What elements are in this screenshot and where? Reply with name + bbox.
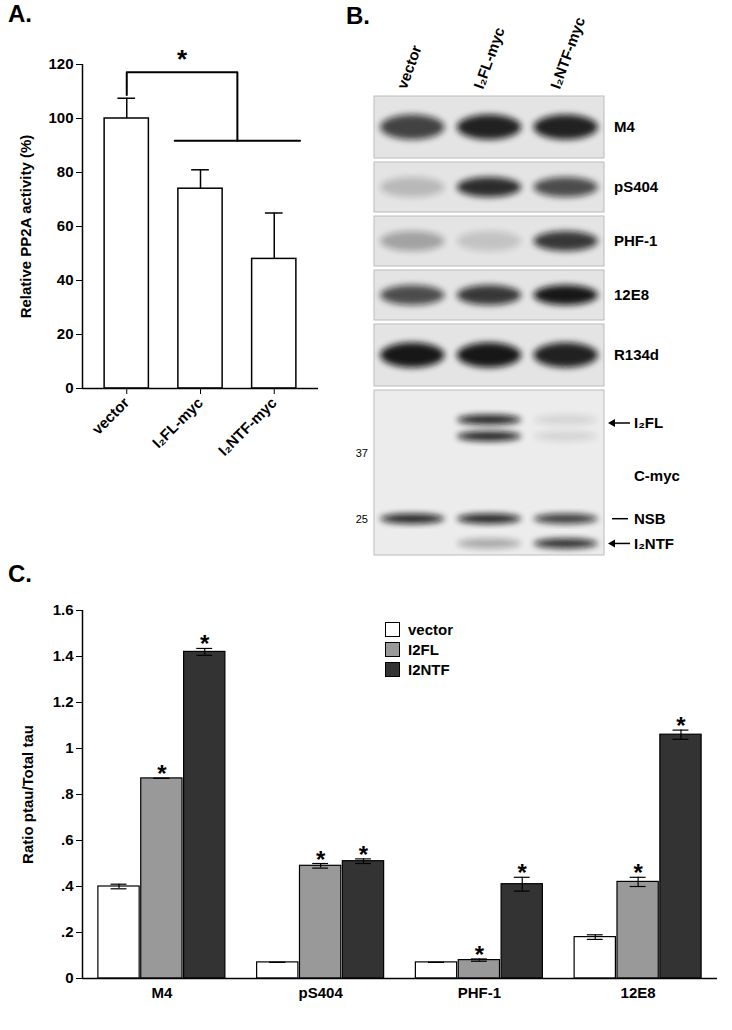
svg-text:B.: B. [346, 2, 370, 29]
html-text:I2NTF: I2NTF [408, 661, 450, 678]
svg-text:C-myc: C-myc [634, 467, 680, 484]
svg-text:*: * [633, 859, 643, 886]
svg-text:25: 25 [356, 513, 368, 525]
svg-text:.6: .6 [61, 831, 74, 848]
svg-text:.4: .4 [61, 877, 74, 894]
svg-text:80: 80 [57, 163, 74, 180]
svg-text:M4: M4 [151, 984, 172, 1001]
svg-text:Relative PP2A activity (%): Relative PP2A activity (%) [17, 135, 34, 319]
html-text:I2FL: I2FL [408, 641, 439, 658]
svg-text:0: 0 [65, 379, 73, 396]
svg-text:37: 37 [356, 447, 368, 459]
svg-text:1.6: 1.6 [53, 601, 74, 618]
svg-text:.8: .8 [61, 785, 74, 802]
svg-text:pS404: pS404 [614, 178, 659, 195]
svg-text:vector: vector [88, 394, 132, 438]
svg-text:PHF-1: PHF-1 [458, 984, 501, 1001]
svg-text:R134d: R134d [614, 346, 659, 363]
svg-text:40: 40 [57, 271, 74, 288]
svg-text:NSB: NSB [634, 510, 666, 527]
svg-text:*: * [157, 760, 167, 787]
svg-text:120: 120 [48, 55, 73, 72]
svg-text:*: * [359, 841, 369, 868]
svg-text:I₂NTF: I₂NTF [634, 535, 674, 552]
svg-text:I₂FL-myc: I₂FL-myc [470, 25, 508, 91]
html-text:A.: A. [8, 0, 32, 27]
svg-text:I₂NTF-myc: I₂NTF-myc [215, 394, 280, 459]
svg-text:I₂FL: I₂FL [634, 414, 663, 431]
svg-text:pS404: pS404 [299, 984, 344, 1001]
svg-text:100: 100 [48, 109, 73, 126]
html-text:vector: vector [408, 621, 453, 638]
svg-text:*: * [200, 630, 210, 657]
svg-text:.2: .2 [61, 923, 74, 940]
svg-text:1.2: 1.2 [53, 693, 74, 710]
svg-text:*: * [518, 859, 528, 886]
svg-text:*: * [177, 44, 188, 74]
html-text:C.: C. [8, 560, 32, 587]
svg-text:60: 60 [57, 217, 74, 234]
svg-text:vector: vector [393, 43, 424, 91]
svg-text:20: 20 [57, 325, 74, 342]
svg-text:1.4: 1.4 [53, 647, 75, 664]
svg-text:0: 0 [65, 969, 73, 986]
svg-text:Ratio ptau/Total tau: Ratio ptau/Total tau [19, 725, 36, 864]
svg-text:*: * [676, 712, 686, 739]
svg-text:*: * [475, 941, 485, 968]
svg-text:PHF-1: PHF-1 [614, 232, 657, 249]
svg-text:I₂FL-myc: I₂FL-myc [149, 394, 206, 451]
svg-text:1: 1 [65, 739, 73, 756]
svg-text:M4: M4 [614, 118, 635, 135]
svg-text:12E8: 12E8 [621, 984, 656, 1001]
svg-text:*: * [316, 846, 326, 873]
svg-text:I₂NTF-myc: I₂NTF-myc [547, 15, 589, 91]
svg-text:12E8: 12E8 [614, 286, 649, 303]
